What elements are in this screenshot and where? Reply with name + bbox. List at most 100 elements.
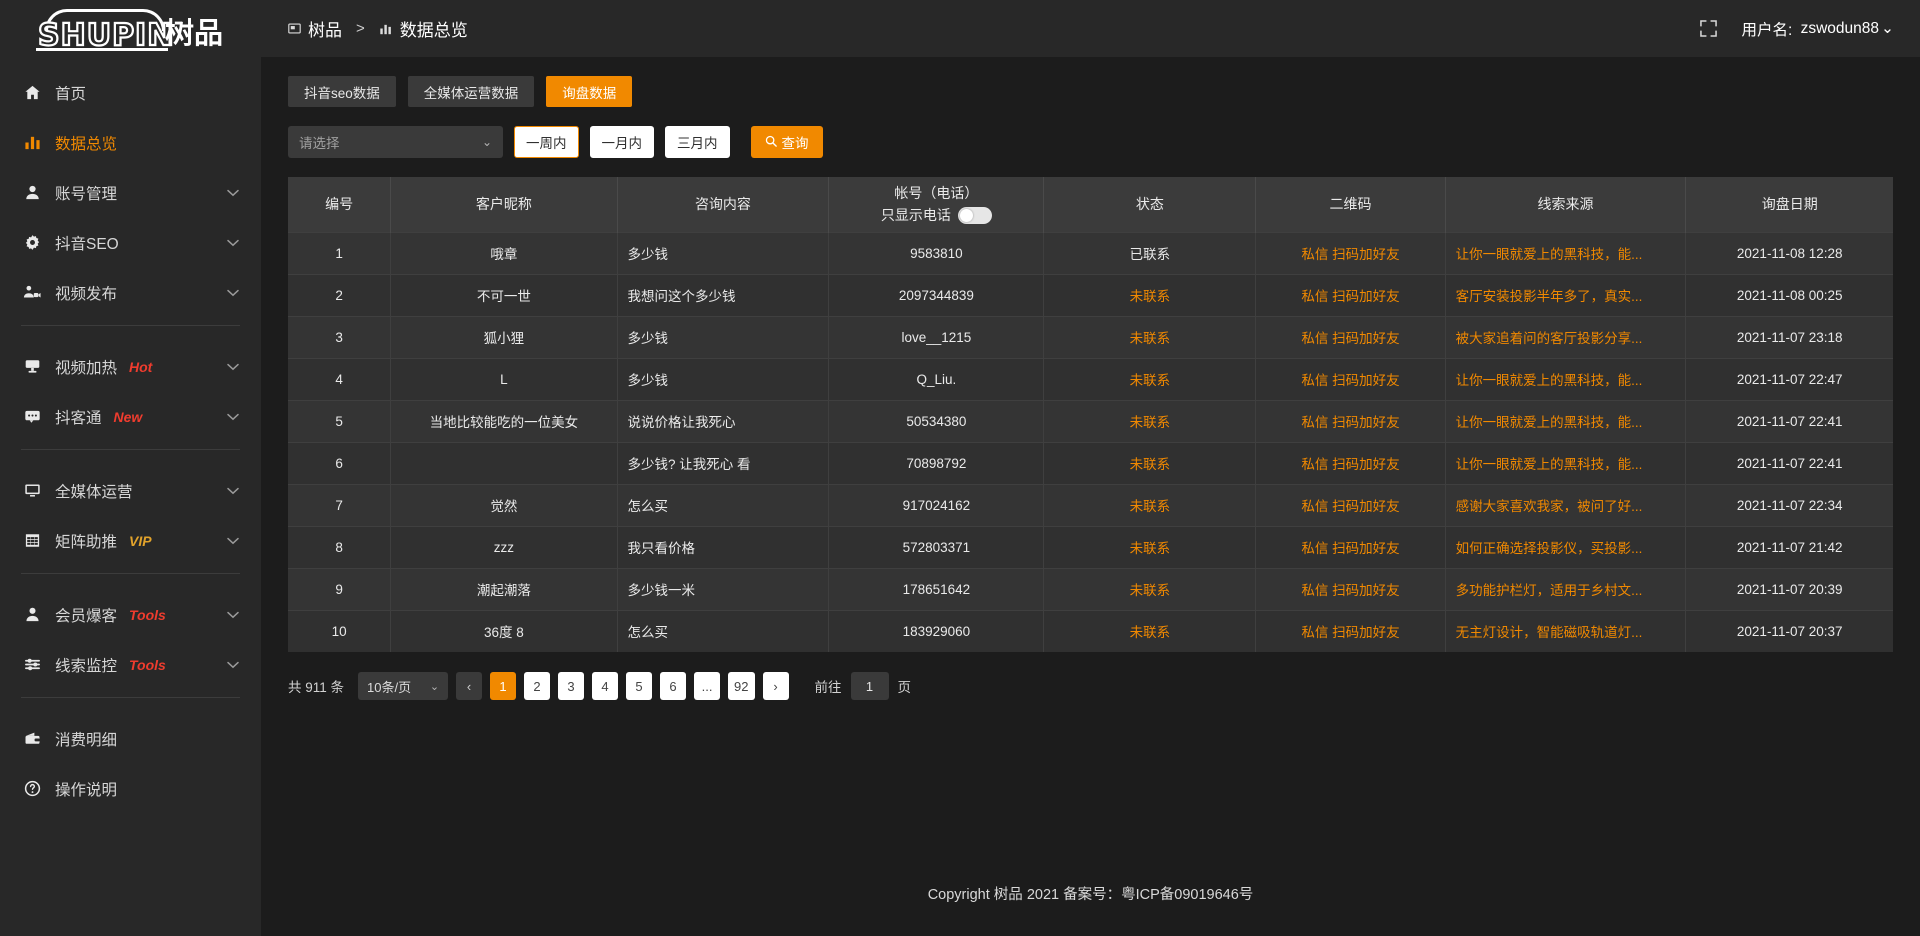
category-select[interactable]: 请选择 ⌄ bbox=[288, 126, 503, 158]
cell-id: 3 bbox=[288, 315, 392, 358]
pagination-goto-input[interactable] bbox=[850, 672, 889, 700]
pagination-page-4[interactable]: 4 bbox=[592, 672, 619, 700]
sidebar-item-12[interactable]: 会员爆客 Tools bbox=[0, 594, 261, 635]
date-range-button-1[interactable]: 一月内 bbox=[589, 126, 654, 158]
data-tab-2[interactable]: 询盘数据 bbox=[546, 76, 633, 107]
cell-qrcode[interactable]: 私信 扫码加好友 bbox=[1255, 567, 1446, 610]
cell-qrcode[interactable]: 私信 扫码加好友 bbox=[1255, 441, 1446, 484]
chevron-down-icon bbox=[227, 608, 239, 621]
cell-source[interactable]: 无主灯设计，智能磁吸轨道灯... bbox=[1445, 609, 1687, 652]
cell-account: 50534380 bbox=[828, 399, 1045, 442]
fullscreen-icon[interactable] bbox=[1700, 20, 1718, 37]
sidebar-item-9[interactable]: 全媒体运营 bbox=[0, 470, 261, 511]
sidebar-item-16[interactable]: 操作说明 bbox=[0, 768, 261, 809]
pagination-prev[interactable]: ‹ bbox=[456, 672, 483, 700]
sidebar-item-4[interactable]: 视频发布 bbox=[0, 272, 261, 313]
sidebar-item-3[interactable]: 抖音SEO bbox=[0, 222, 261, 263]
sidebar-item-badge: Tools bbox=[129, 656, 166, 673]
cell-qrcode[interactable]: 私信 扫码加好友 bbox=[1255, 357, 1446, 400]
pagination-page-2[interactable]: 2 bbox=[524, 672, 551, 700]
phone-only-toggle[interactable] bbox=[957, 206, 992, 224]
inquiry-table-head: 编号 客户昵称 咨询内容 帐号（电话） 只显示电话 状态 bbox=[288, 177, 1893, 232]
cell-qrcode[interactable]: 私信 扫码加好友 bbox=[1255, 315, 1446, 358]
sliders-icon bbox=[21, 656, 43, 673]
query-button[interactable]: 查询 bbox=[750, 126, 823, 158]
sidebar-item-label: 消费明细 bbox=[55, 731, 118, 749]
sidebar-item-10[interactable]: 矩阵助推 VIP bbox=[0, 520, 261, 561]
monitor-icon bbox=[21, 482, 43, 499]
sidebar-item-badge: New bbox=[113, 408, 143, 425]
sidebar-item-badge: Tools bbox=[129, 606, 166, 623]
cell-source[interactable]: 让你一眼就爱上的黑科技，能... bbox=[1445, 231, 1687, 274]
breadcrumb-label-overview: 数据总览 bbox=[399, 21, 468, 40]
cell-source[interactable]: 被大家追着问的客厅投影分享... bbox=[1445, 315, 1687, 358]
data-tab-0[interactable]: 抖音seo数据 bbox=[288, 76, 396, 107]
cell-qrcode[interactable]: 私信 扫码加好友 bbox=[1255, 273, 1446, 316]
cell-qrcode[interactable]: 私信 扫码加好友 bbox=[1255, 231, 1446, 274]
cell-source[interactable]: 让你一眼就爱上的黑科技，能... bbox=[1445, 357, 1687, 400]
sidebar-item-label: 首页 bbox=[55, 85, 87, 103]
sidebar-item-label: 操作说明 bbox=[55, 781, 118, 799]
user-menu[interactable]: 用户名: zswodun88 ⌄ bbox=[1741, 18, 1894, 40]
cell-content: 多少钱 bbox=[617, 231, 830, 274]
breadcrumb-separator: > bbox=[356, 20, 365, 37]
cell-nickname bbox=[390, 441, 618, 484]
sidebar-item-7[interactable]: 抖客通 New bbox=[0, 396, 261, 437]
cell-source[interactable]: 如何正确选择投影仪，买投影... bbox=[1445, 525, 1687, 568]
pagination-goto-unit: 页 bbox=[897, 680, 912, 695]
table-row: 9 潮起潮落 多少钱一米 178651642 未联系 私信 扫码加好友 多功能护栏灯，适用于… bbox=[288, 567, 1893, 610]
cell-qrcode[interactable]: 私信 扫码加好友 bbox=[1255, 609, 1446, 652]
page-size-value: 10条/页 bbox=[367, 679, 412, 695]
cell-source[interactable]: 让你一眼就爱上的黑科技，能... bbox=[1445, 441, 1687, 484]
sidebar-item-15[interactable]: 消费明细 bbox=[0, 718, 261, 759]
col-header-status: 状态 bbox=[1043, 177, 1257, 232]
pagination-page-92[interactable]: 92 bbox=[728, 672, 755, 700]
data-tab-1[interactable]: 全媒体运营数据 bbox=[407, 76, 535, 107]
grid-icon bbox=[21, 532, 43, 549]
cell-qrcode[interactable]: 私信 扫码加好友 bbox=[1255, 399, 1446, 442]
pagination-page-1[interactable]: 1 bbox=[490, 672, 517, 700]
page-size-select[interactable]: 10条/页 ⌄ bbox=[358, 672, 449, 700]
chevron-down-icon bbox=[227, 484, 239, 497]
pagination-page-6[interactable]: 6 bbox=[660, 672, 687, 700]
cell-qrcode[interactable]: 私信 扫码加好友 bbox=[1255, 525, 1446, 568]
member-icon bbox=[21, 606, 43, 623]
sidebar-nav: 首页数据总览账号管理抖音SEO 视频发布视频加热 Hot 抖客通 New 全媒体运营矩阵助… bbox=[0, 58, 261, 809]
date-range-button-2[interactable]: 三月内 bbox=[665, 126, 730, 158]
sidebar-item-label: 会员爆客 bbox=[55, 607, 118, 625]
chevron-down-icon: ⌄ bbox=[429, 680, 440, 693]
chevron-down-icon bbox=[227, 658, 239, 671]
sidebar-item-13[interactable]: 线索监控 Tools bbox=[0, 644, 261, 685]
cell-id: 1 bbox=[288, 231, 392, 274]
sidebar-item-1[interactable]: 数据总览 bbox=[0, 122, 261, 163]
app-icon bbox=[288, 22, 301, 35]
pagination-next[interactable]: › bbox=[762, 672, 789, 700]
phone-only-toggle-row: 只显示电话 bbox=[835, 205, 1037, 225]
breadcrumb-item-app[interactable]: 树品 bbox=[288, 16, 342, 41]
cell-date: 2021-11-07 21:42 bbox=[1685, 525, 1893, 568]
pagination-page-...[interactable]: ... bbox=[694, 672, 721, 700]
breadcrumb-item-overview[interactable]: 数据总览 bbox=[379, 16, 468, 41]
cell-source[interactable]: 让你一眼就爱上的黑科技，能... bbox=[1445, 399, 1687, 442]
pagination-page-3[interactable]: 3 bbox=[558, 672, 585, 700]
sidebar-item-6[interactable]: 视频加热 Hot bbox=[0, 346, 261, 387]
cell-date: 2021-11-07 20:39 bbox=[1685, 567, 1893, 610]
brand-logo[interactable]: SHUPIN 树品 bbox=[0, 0, 261, 58]
table-row: 2 不可一世 我想问这个多少钱 2097344839 未联系 私信 扫码加好友 客厅安装投影… bbox=[288, 273, 1893, 316]
date-range-button-0[interactable]: 一周内 bbox=[514, 126, 579, 158]
sidebar-item-label: 全媒体运营 bbox=[55, 483, 133, 501]
cell-source[interactable]: 客厅安装投影半年多了，真实... bbox=[1445, 273, 1687, 316]
sidebar-item-0[interactable]: 首页 bbox=[0, 72, 261, 113]
cell-date: 2021-11-07 22:34 bbox=[1685, 483, 1893, 526]
sidebar-item-2[interactable]: 账号管理 bbox=[0, 172, 261, 213]
cell-nickname: 哦章 bbox=[390, 231, 618, 274]
cell-id: 2 bbox=[288, 273, 392, 316]
cell-source[interactable]: 多功能护栏灯，适用于乡村文... bbox=[1445, 567, 1687, 610]
sidebar-item-label: 抖客通 bbox=[55, 409, 102, 427]
sidebar-divider bbox=[21, 449, 240, 450]
cell-source[interactable]: 感谢大家喜欢我家，被问了好... bbox=[1445, 483, 1687, 526]
pagination-page-5[interactable]: 5 bbox=[626, 672, 653, 700]
status-badge: 未联系 bbox=[1043, 609, 1257, 652]
cell-nickname: L bbox=[390, 357, 618, 400]
cell-qrcode[interactable]: 私信 扫码加好友 bbox=[1255, 483, 1446, 526]
